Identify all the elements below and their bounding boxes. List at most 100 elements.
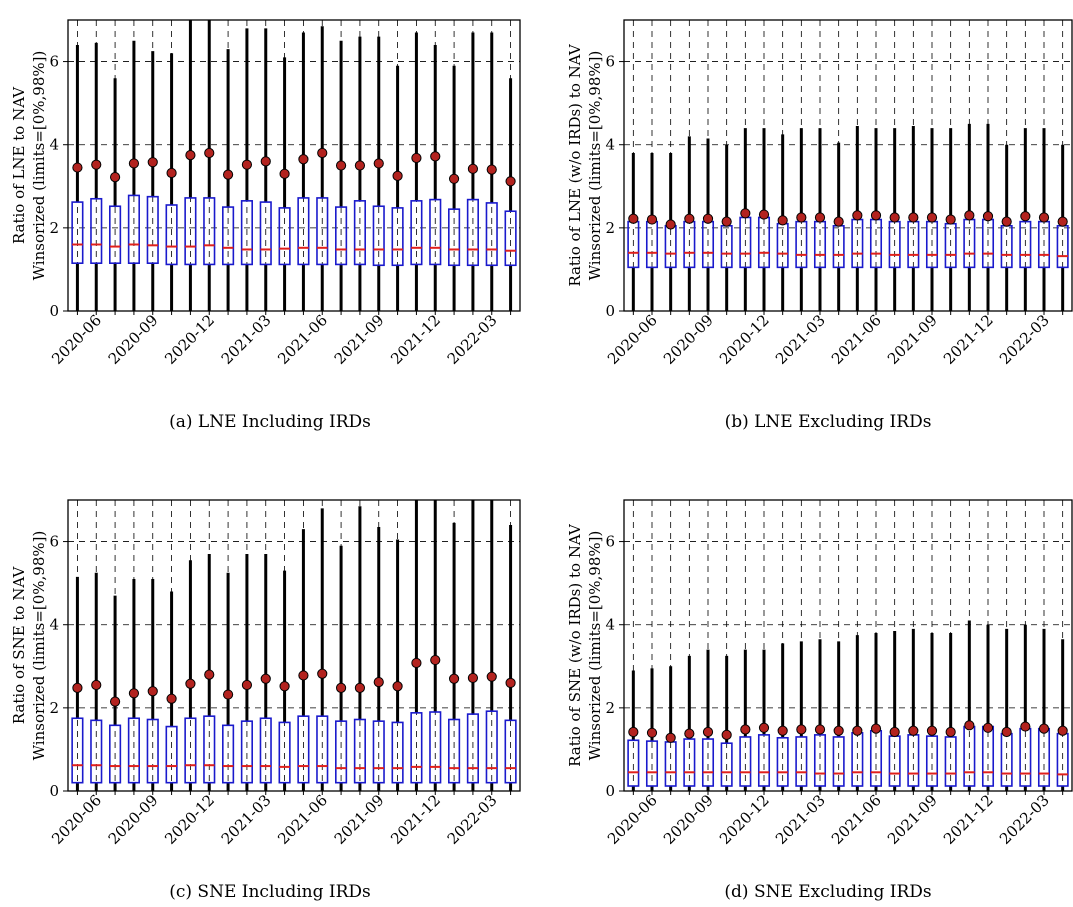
box-2021-05	[851, 126, 864, 311]
box-2021-07	[888, 630, 901, 791]
box-2020-11	[184, 20, 197, 311]
box-2021-09	[925, 128, 939, 311]
y-tick-label: 2	[49, 699, 59, 717]
box-2022-03	[1037, 128, 1051, 311]
y-tick-label: 4	[49, 616, 59, 634]
x-tick-label: 2022-03	[996, 311, 1053, 368]
box	[90, 197, 103, 264]
x-tick-label: 2021-03	[218, 311, 275, 368]
mean-marker	[430, 654, 441, 666]
box-2021-04	[832, 641, 845, 791]
y-tick-label: 6	[605, 533, 615, 551]
box	[776, 736, 789, 787]
box	[127, 194, 140, 264]
box	[795, 736, 808, 787]
box	[429, 711, 442, 784]
box	[259, 717, 272, 784]
chart-panel-b: 0 2 4 6 2020-06 2020-09 2020-12 2021-03 2021-06 2…	[556, 0, 1073, 368]
mean-marker	[373, 158, 384, 169]
box-2021-04	[278, 570, 291, 791]
mean-marker	[222, 689, 234, 700]
box-2022-02	[466, 500, 479, 791]
box-2022-01	[1000, 144, 1013, 311]
mean-marker	[758, 209, 770, 220]
box-2021-06	[869, 633, 883, 791]
mean-marker	[486, 671, 497, 682]
box-2022-04	[504, 78, 517, 311]
mean-marker	[721, 216, 732, 227]
box-2020-08	[127, 40, 140, 311]
box-2020-06	[90, 572, 103, 791]
mean-marker	[926, 725, 938, 736]
box-2021-07	[335, 40, 348, 311]
x-tick-label: 2022-03	[444, 791, 501, 848]
y-tick-label: 4	[49, 136, 59, 154]
box	[335, 720, 348, 784]
y-tick-label: 0	[49, 782, 59, 800]
mean-marker	[908, 725, 919, 736]
box-2020-11	[739, 649, 752, 791]
box-2021-03	[259, 554, 272, 791]
mean-marker	[796, 212, 807, 223]
mean-marker	[982, 211, 994, 222]
y-tick-label: 2	[49, 219, 59, 237]
grid	[68, 500, 520, 791]
mean-marker	[430, 151, 441, 162]
mean-marker	[335, 160, 347, 171]
box-2020-08	[127, 578, 140, 791]
box	[184, 717, 197, 784]
mean-marker	[448, 173, 460, 184]
chart-c-caption: (c) SNE Including IRDs	[169, 882, 371, 902]
mean-marker	[1057, 725, 1068, 736]
box-2020-08	[683, 655, 696, 791]
box-2020-07	[664, 153, 677, 311]
box-2020-10	[720, 655, 733, 791]
box-2020-10	[165, 53, 178, 311]
box	[410, 200, 423, 266]
box	[925, 735, 939, 787]
y-axis-label-line2: Winsorized (limits=[0%,98%])	[30, 531, 48, 761]
box-2021-03	[259, 28, 272, 311]
mean-marker	[777, 215, 788, 226]
box	[701, 738, 715, 787]
box-2020-05	[71, 44, 84, 311]
box-2021-09	[925, 633, 939, 791]
box-2021-10	[391, 65, 404, 311]
box-2021-12	[981, 624, 995, 791]
box	[504, 210, 517, 267]
grid	[624, 500, 1072, 791]
mean-marker	[260, 673, 271, 684]
box	[146, 718, 159, 784]
mean-marker	[684, 728, 695, 739]
box	[448, 718, 461, 784]
y-axis-label-line1: Ratio of LNE (w/o IRDs) to NAV	[566, 43, 584, 287]
mean-marker	[646, 214, 658, 225]
mean-marker	[870, 210, 882, 221]
box	[146, 195, 159, 264]
box	[278, 721, 291, 784]
box-2021-05	[297, 529, 310, 791]
mean-marker	[814, 724, 826, 735]
mean-marker	[945, 214, 956, 225]
x-tick-label: 2021-09	[884, 791, 941, 848]
chart-a-caption: (a) LNE Including IRDs	[169, 412, 371, 432]
box	[813, 734, 827, 787]
mean-marker	[279, 168, 290, 179]
x-tick-label: 2020-09	[105, 791, 162, 848]
box	[109, 205, 122, 264]
box-2022-03	[485, 500, 498, 791]
box-2021-09	[372, 527, 385, 791]
x-tick-label: 2020-09	[660, 311, 717, 368]
mean-marker	[833, 725, 844, 736]
box-2021-08	[353, 36, 366, 311]
box	[71, 201, 84, 264]
mean-marker	[740, 208, 751, 219]
mean-marker	[740, 724, 751, 735]
mean-marker	[796, 724, 807, 735]
x-tick-label: 2020-12	[716, 311, 773, 368]
box	[720, 742, 733, 787]
box-2021-11	[963, 620, 976, 791]
